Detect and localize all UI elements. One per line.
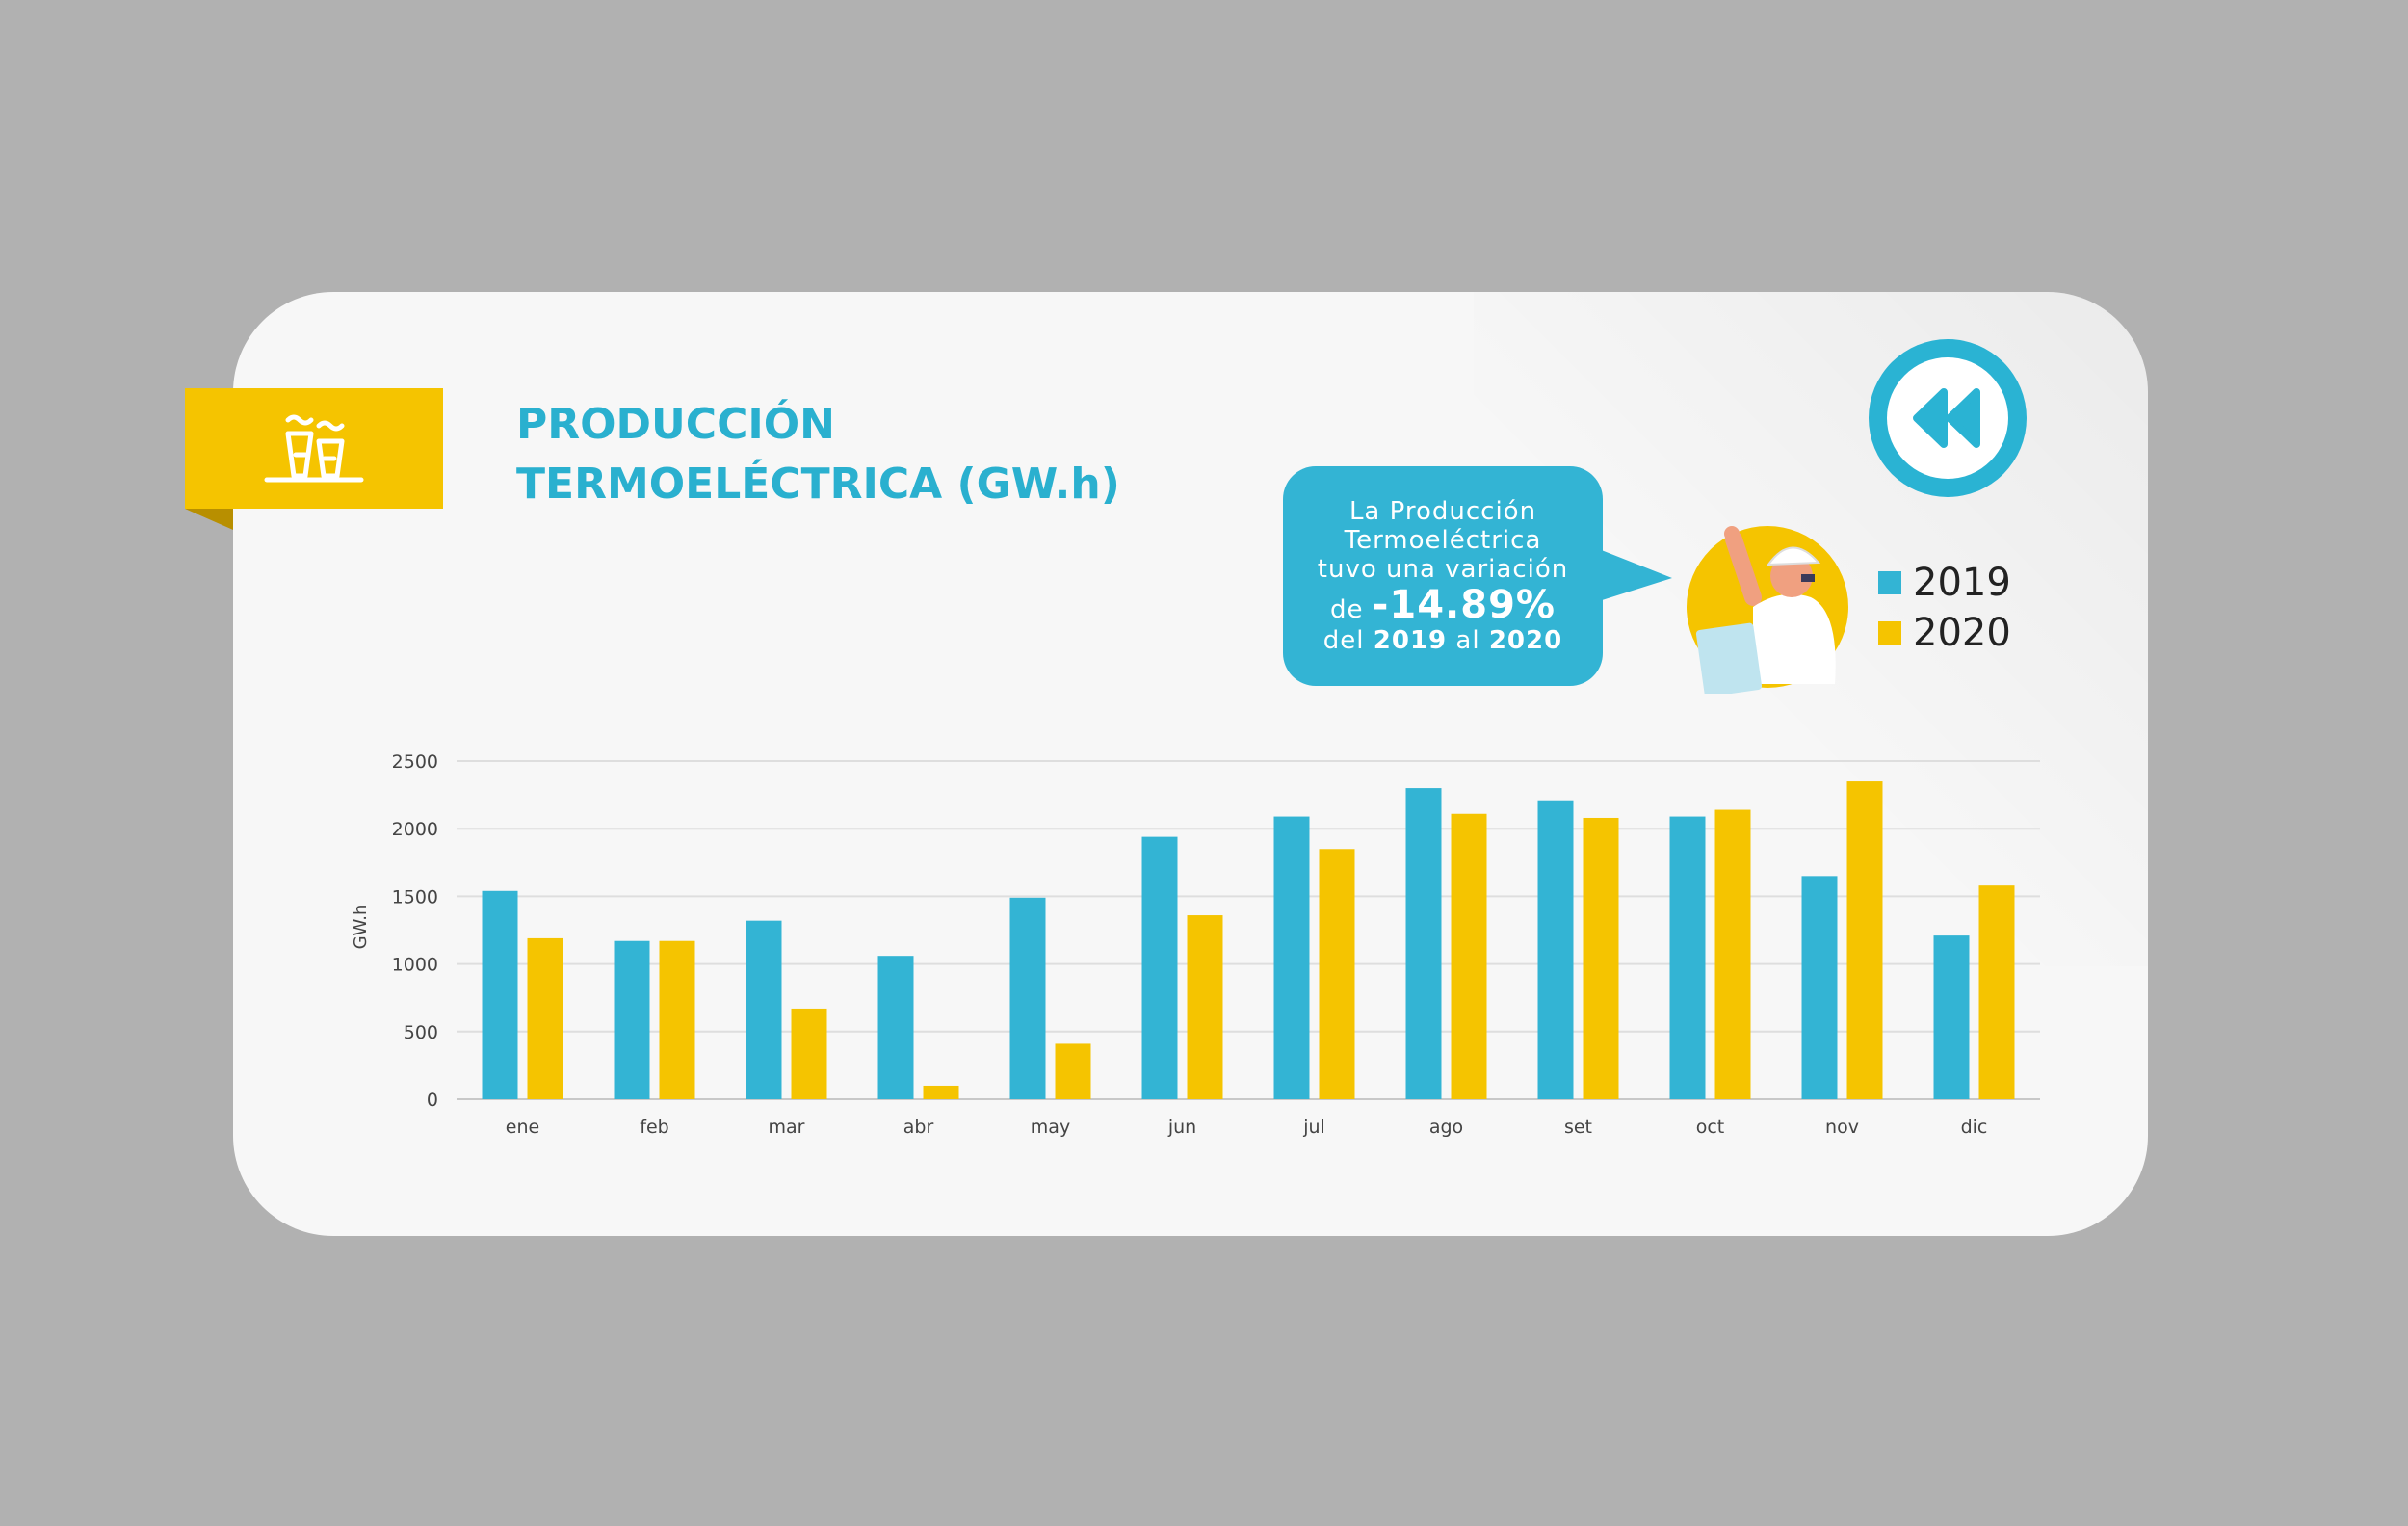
- category-tag: [185, 388, 443, 509]
- title-line-2: TERMOELÉCTRICA (GW.h): [516, 460, 1120, 509]
- bar-2020-abr: [923, 1085, 959, 1099]
- bar-2020-jul: [1319, 849, 1355, 1099]
- bar-2020-mar: [791, 1008, 827, 1099]
- legend-item-2019: 2019: [1878, 561, 2011, 605]
- x-tick-label: dic: [1961, 1117, 1988, 1138]
- x-tick-label: jul: [1302, 1117, 1325, 1138]
- bar-2019-oct: [1669, 816, 1706, 1099]
- bar-2019-nov: [1801, 876, 1838, 1099]
- x-tick-label: nov: [1825, 1117, 1859, 1138]
- x-tick-label: may: [1031, 1117, 1070, 1138]
- bar-2019-mar: [746, 920, 782, 1099]
- bar-2020-may: [1055, 1043, 1091, 1099]
- thermal-plant-icon: [264, 414, 364, 482]
- x-tick-label: feb: [640, 1117, 668, 1138]
- x-tick-label: set: [1564, 1117, 1592, 1138]
- bar-2020-feb: [659, 940, 695, 1099]
- bar-2019-jul: [1273, 816, 1310, 1099]
- callout-del: del: [1322, 626, 1365, 655]
- y-tick-label: 2000: [392, 819, 438, 840]
- y-tick-label: 1000: [392, 955, 438, 976]
- back-button-inner: [1887, 357, 2008, 479]
- legend-item-2020: 2020: [1878, 611, 2011, 655]
- callout-al: al: [1455, 626, 1480, 655]
- callout-line-4: de -14.89%: [1283, 584, 1603, 626]
- bar-2020-oct: [1714, 809, 1751, 1099]
- bar-2019-set: [1537, 800, 1574, 1099]
- legend-label-2020: 2020: [1913, 611, 2011, 655]
- callout-de: de: [1330, 595, 1364, 624]
- bar-2020-ene: [527, 937, 563, 1099]
- bar-2019-jun: [1141, 836, 1178, 1099]
- bar-2020-ago: [1451, 813, 1487, 1099]
- bar-2020-nov: [1846, 781, 1883, 1099]
- callout-year-from: 2019: [1373, 626, 1448, 655]
- x-tick-label: jun: [1167, 1117, 1196, 1138]
- bar-2020-set: [1583, 817, 1619, 1099]
- x-tick-label: mar: [769, 1117, 805, 1138]
- bar-2019-may: [1009, 897, 1046, 1099]
- rewind-icon: [1913, 388, 1980, 448]
- callout-line-1: La Producción: [1348, 497, 1537, 526]
- y-axis-label: GW.h: [351, 905, 371, 950]
- y-tick-label: 500: [404, 1022, 438, 1043]
- bar-2019-ago: [1405, 788, 1442, 1099]
- x-tick-label: oct: [1696, 1117, 1725, 1138]
- callout-line-2: Termoeléctrica: [1344, 526, 1542, 555]
- callout-line-5: del 2019 al 2020: [1283, 626, 1603, 655]
- legend-swatch-2019: [1878, 571, 1901, 594]
- x-tick-label: ene: [506, 1117, 539, 1138]
- bar-2020-dic: [1978, 885, 2015, 1099]
- bar-2019-abr: [877, 956, 914, 1099]
- back-button[interactable]: [1869, 339, 2027, 497]
- bar-2019-feb: [614, 940, 650, 1099]
- y-tick-label: 1500: [392, 886, 438, 908]
- x-tick-label: abr: [903, 1117, 934, 1138]
- bar-2020-jun: [1187, 915, 1223, 1099]
- variation-value: -14.89%: [1372, 583, 1556, 627]
- speech-bubble: La Producción Termoeléctrica tuvo una va…: [1283, 466, 1603, 686]
- legend: 2019 2020: [1878, 561, 2011, 661]
- title-line-1: PRODUCCIÓN: [516, 400, 835, 449]
- callout-line-3: tuvo una variación: [1317, 555, 1569, 584]
- legend-label-2019: 2019: [1913, 561, 2011, 605]
- page-title: PRODUCCIÓN TERMOELÉCTRICA (GW.h): [516, 395, 1120, 514]
- y-tick-label: 2500: [392, 751, 438, 773]
- bar-2019-dic: [1933, 935, 1970, 1099]
- x-tick-label: ago: [1429, 1117, 1463, 1138]
- bar-2019-ene: [482, 890, 518, 1099]
- y-tick-label: 0: [427, 1090, 438, 1111]
- callout-year-to: 2020: [1488, 626, 1563, 655]
- worker-illustration: [1687, 526, 1848, 694]
- tag-fold: [185, 509, 233, 530]
- legend-swatch-2020: [1878, 621, 1901, 645]
- speech-bubble-tail: [1599, 549, 1672, 601]
